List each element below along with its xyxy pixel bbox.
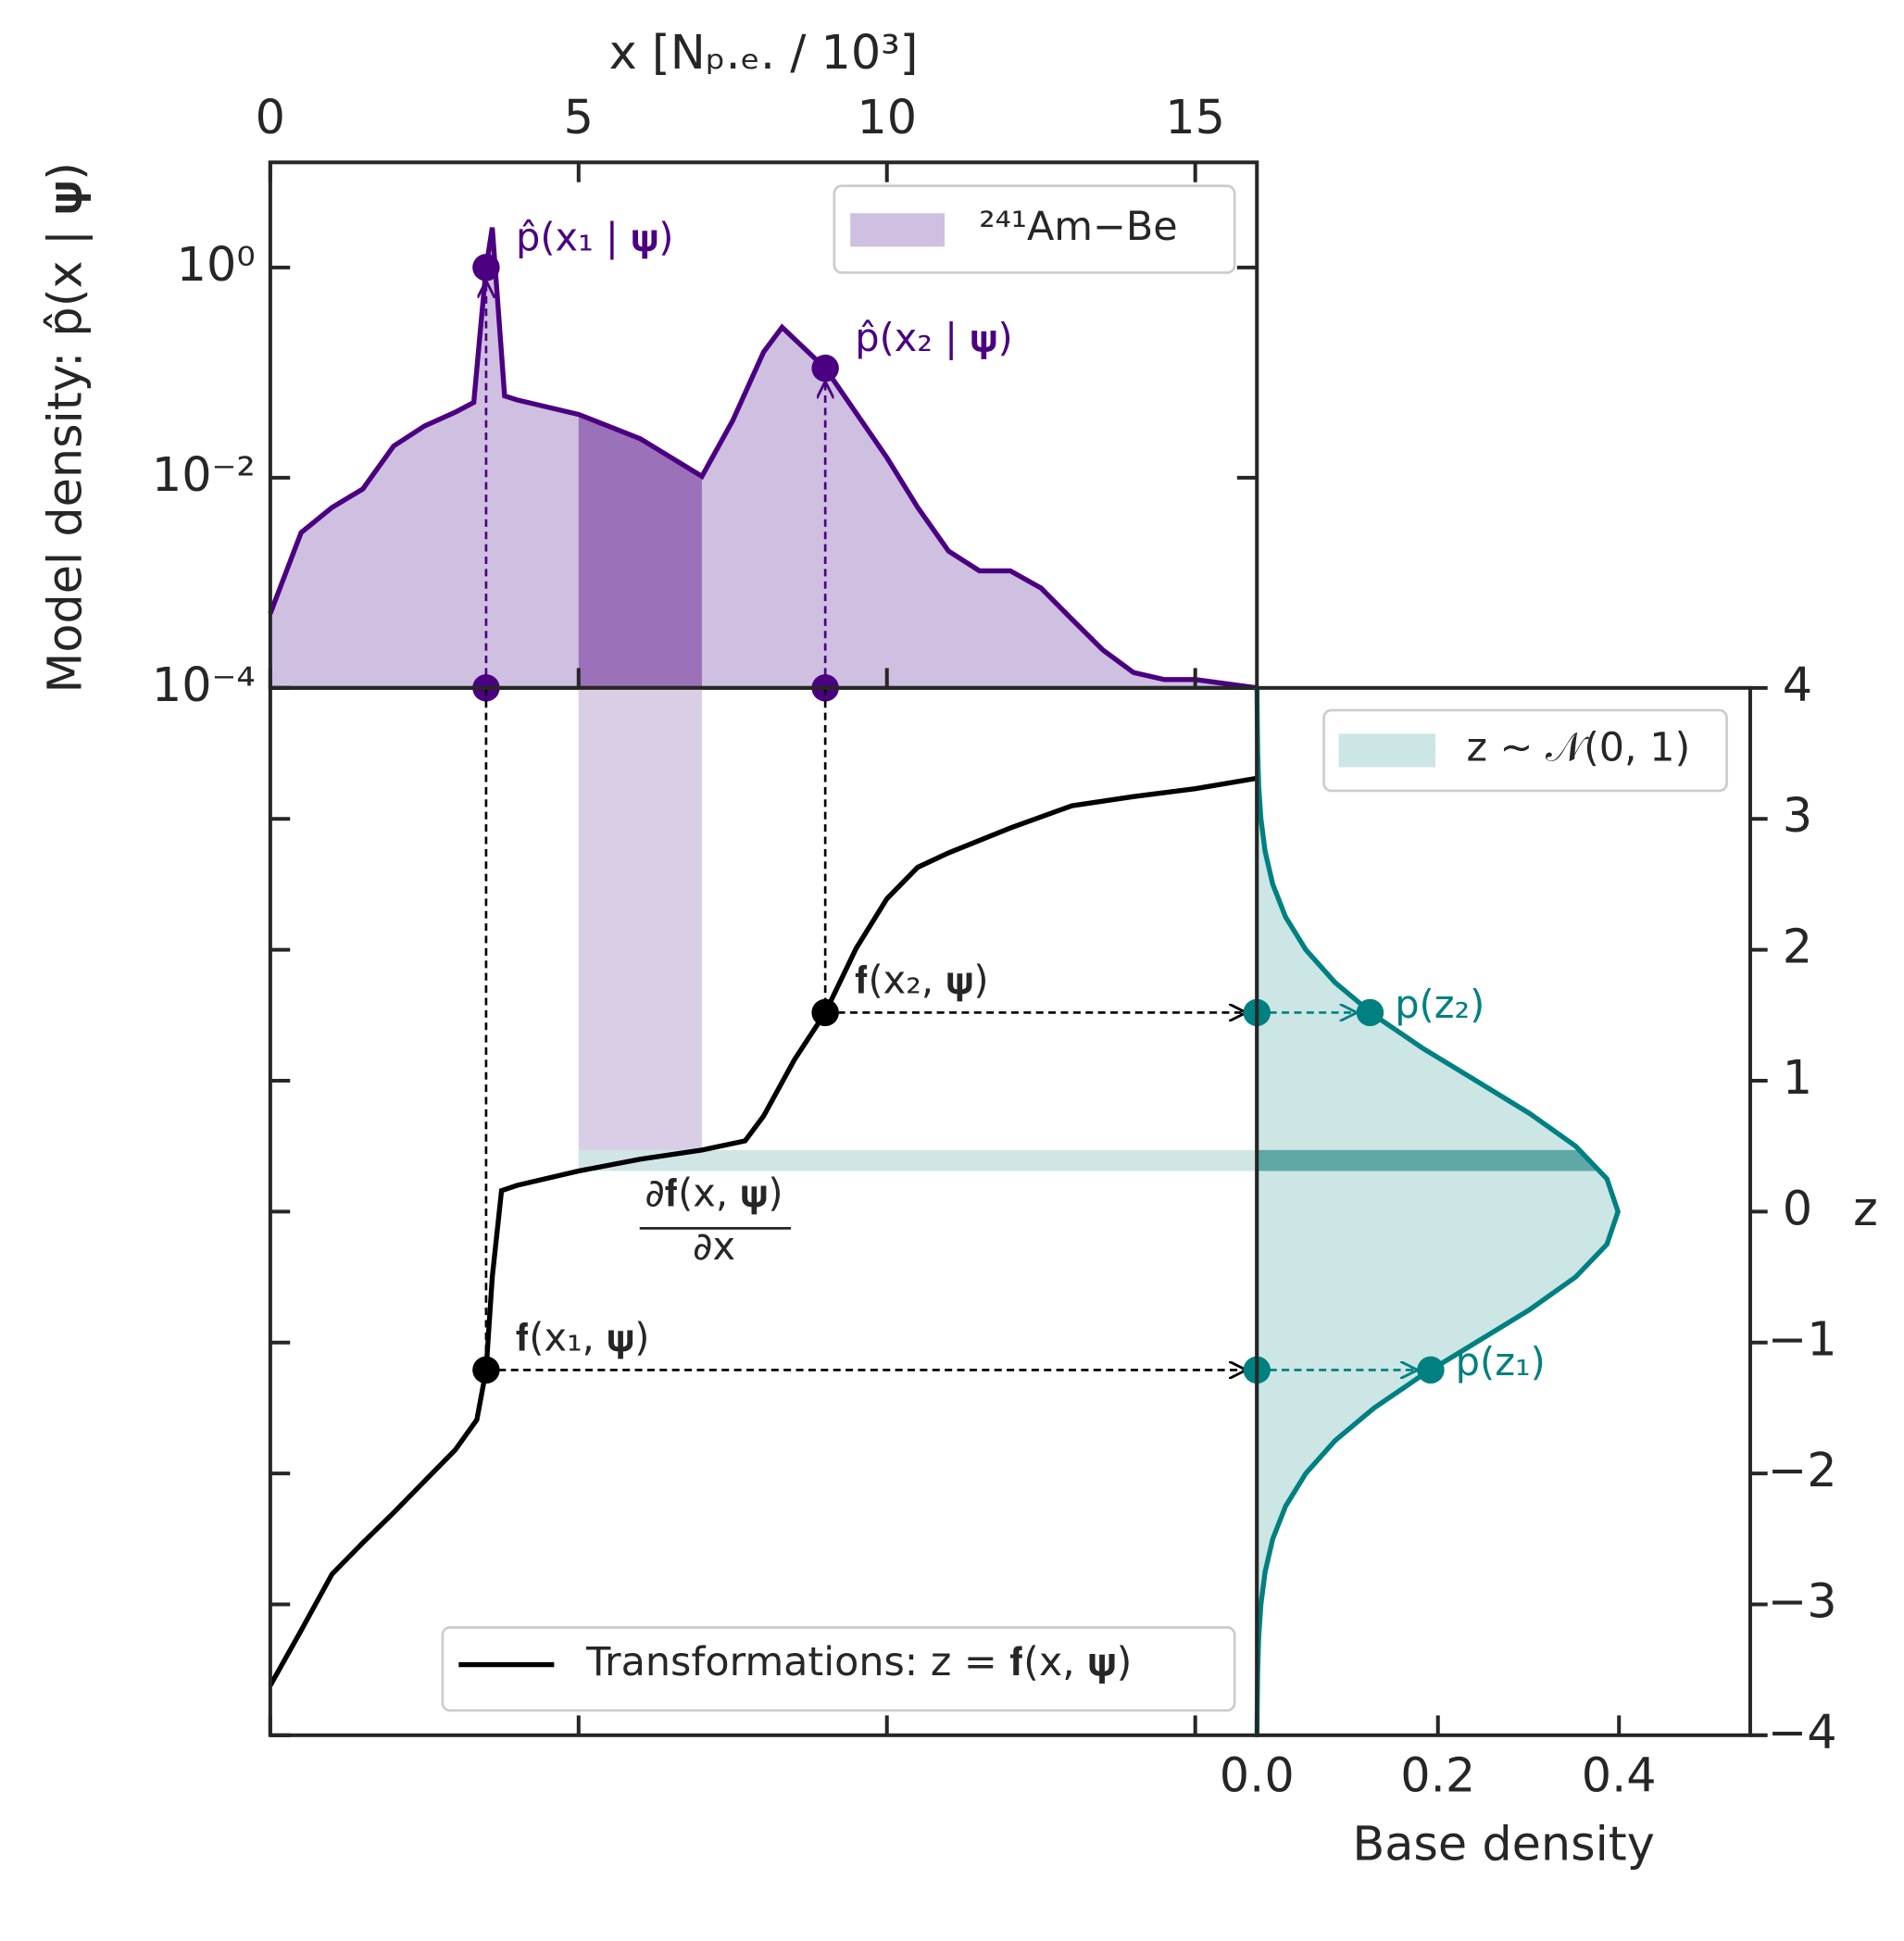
legend-box bbox=[833, 184, 1236, 274]
x-tick-label: 10 bbox=[857, 90, 917, 144]
axes-frame bbox=[1255, 685, 1752, 1737]
y-tick-label: 1 bbox=[1783, 1050, 1812, 1105]
legend-swatch bbox=[1338, 733, 1435, 768]
base-density-point bbox=[1417, 1356, 1445, 1384]
density-line bbox=[268, 227, 1258, 691]
base-density-area bbox=[1257, 687, 1619, 1735]
jacobian-band bbox=[1257, 1149, 1600, 1171]
highlight-area bbox=[578, 414, 702, 688]
transform-point bbox=[472, 1356, 500, 1384]
y-axis-label: Model density: p̂(x | 𝛙) bbox=[38, 162, 94, 694]
derivative-denominator: ∂x bbox=[693, 1223, 735, 1269]
point-label: p(z₂) bbox=[1395, 982, 1484, 1027]
legend-box bbox=[1322, 708, 1728, 793]
y-tick-label: 10⁰ bbox=[177, 237, 256, 292]
y-tick-label: −1 bbox=[1768, 1312, 1837, 1367]
y-tick-label: 4 bbox=[1783, 657, 1812, 712]
y-tick-label: 10⁻² bbox=[152, 447, 256, 502]
base-density-label: Base density bbox=[1352, 1816, 1655, 1871]
point-label: 𝐟(x₂, 𝛙) bbox=[855, 957, 988, 1002]
x-tick-label: 0.0 bbox=[1220, 1748, 1295, 1803]
legend-label: Transformations: z = 𝐟(x, 𝛙) bbox=[585, 1639, 1132, 1685]
legend-label: ²⁴¹Am−Be bbox=[979, 204, 1177, 250]
point-label: p(z₁) bbox=[1456, 1339, 1546, 1384]
derivative-numerator: ∂𝐟(x, 𝛙) bbox=[645, 1171, 783, 1216]
density-point bbox=[811, 354, 839, 382]
z-axis-label: z bbox=[1853, 1182, 1878, 1236]
x-tick-label: 0.4 bbox=[1582, 1748, 1657, 1803]
point-label: 𝐟(x₁, 𝛙) bbox=[516, 1314, 649, 1359]
jacobian-band bbox=[578, 1149, 1258, 1171]
y-tick-label: 2 bbox=[1783, 920, 1812, 974]
x-tick-label: 0 bbox=[256, 90, 285, 144]
transform-point bbox=[811, 998, 839, 1027]
base-density-point bbox=[1356, 998, 1384, 1027]
highlight-band bbox=[578, 687, 702, 1171]
legend-swatch bbox=[850, 213, 945, 247]
y-tick-label: 10⁻⁴ bbox=[152, 657, 256, 712]
y-tick-label: −4 bbox=[1768, 1705, 1837, 1759]
density-point bbox=[472, 254, 500, 282]
density-area bbox=[269, 227, 1258, 688]
point-label: p̂(x₁ | 𝛙) bbox=[516, 214, 673, 259]
y-tick-label: 3 bbox=[1783, 788, 1812, 843]
y-tick-label: −3 bbox=[1768, 1573, 1837, 1628]
x-tick-label: 5 bbox=[564, 90, 594, 144]
y-tick-label: −2 bbox=[1768, 1443, 1837, 1497]
transform-line bbox=[268, 775, 1258, 1687]
base-density-line bbox=[1254, 687, 1621, 1735]
x-axis-label: x [Nₚ.ₑ. / 10³] bbox=[609, 25, 919, 80]
x-tick-label: 15 bbox=[1165, 90, 1225, 144]
x-tick-label: 0.2 bbox=[1400, 1748, 1475, 1803]
point-label: p̂(x₂ | 𝛙) bbox=[855, 315, 1012, 360]
legend-label: z ∼ 𝒩(0, 1) bbox=[1466, 724, 1690, 770]
legend-box bbox=[441, 1626, 1236, 1712]
y-tick-label: 0 bbox=[1783, 1181, 1812, 1235]
